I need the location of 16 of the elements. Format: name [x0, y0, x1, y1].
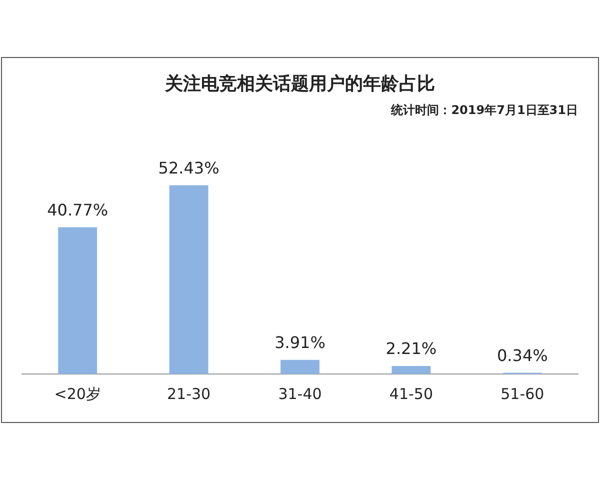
x-tick-label: 31-40 — [278, 384, 322, 403]
bar — [58, 227, 98, 374]
chart-subtitle: 统计时间：2019年7月1日至31日 — [390, 102, 578, 117]
bar — [280, 360, 320, 374]
bar — [392, 366, 431, 374]
x-tick-label: 21-30 — [167, 384, 211, 403]
data-label: 0.34% — [496, 346, 548, 365]
x-tick-label: <20岁 — [54, 384, 101, 403]
data-label: 52.43% — [158, 158, 220, 178]
bar — [169, 185, 208, 374]
data-label: 3.91% — [274, 333, 326, 352]
data-label: 2.21% — [386, 339, 437, 358]
chart-title: 关注电竞相关话题用户的年龄占比 — [164, 73, 435, 94]
data-label: 40.77% — [47, 200, 108, 220]
x-tick-label: 41-50 — [389, 384, 433, 403]
x-tick-label: 51-60 — [500, 384, 544, 403]
